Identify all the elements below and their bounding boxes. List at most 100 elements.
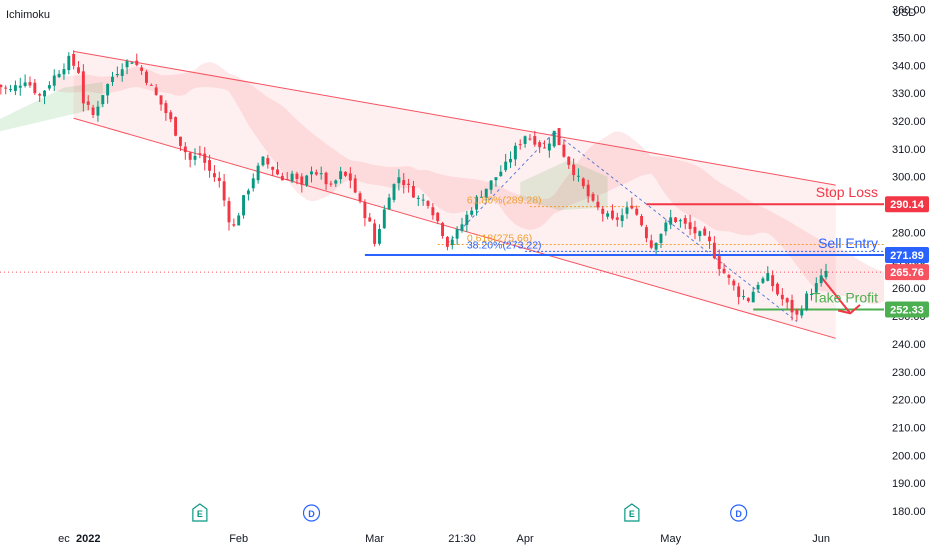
candle-body	[717, 256, 721, 270]
y-tick-label: 190.00	[892, 478, 926, 490]
dividend-marker-icon	[730, 504, 748, 522]
candle-body	[378, 229, 381, 244]
candle-body	[169, 112, 173, 120]
candle-body	[115, 73, 119, 76]
candle-body	[795, 309, 799, 315]
candle-body	[659, 233, 663, 243]
price-tag-label: 271.89	[890, 250, 924, 262]
candle-body	[33, 82, 37, 94]
earnings-marker-icon	[192, 503, 208, 522]
candle-body	[722, 268, 726, 274]
candle-body	[198, 153, 202, 155]
candle-body	[23, 82, 27, 86]
candle-body	[533, 136, 537, 145]
candle-body	[77, 67, 80, 73]
candle-body	[678, 220, 682, 222]
candle-body	[212, 173, 216, 178]
event-marker-label: E	[197, 509, 203, 519]
candle-body	[780, 294, 784, 300]
candle-body	[135, 60, 139, 65]
candle-body	[106, 84, 110, 96]
candle-body	[368, 217, 372, 222]
candle-body	[460, 224, 464, 231]
candle-body	[567, 156, 571, 165]
candle-body	[649, 240, 653, 248]
y-tick-label: 310.00	[892, 144, 926, 156]
candle-body	[411, 186, 415, 198]
candle-body	[489, 180, 493, 190]
x-tick-label: Feb	[229, 533, 248, 545]
candle-body	[509, 158, 512, 163]
candle-body	[465, 214, 469, 225]
candle-body	[101, 95, 105, 105]
candle-body	[751, 291, 755, 303]
channel-lower-line	[73, 117, 836, 339]
candle-body	[591, 194, 595, 201]
x-tick-label: ec	[58, 533, 70, 545]
candle-body	[547, 143, 551, 151]
candle-body	[776, 283, 779, 295]
candle-body	[805, 293, 809, 310]
candle-body	[518, 144, 522, 146]
event-marker-label: E	[629, 509, 635, 519]
candle-body	[256, 165, 260, 181]
candle-body	[455, 229, 459, 239]
event-marker-label: D	[308, 509, 315, 519]
fib-label: 61.80%(289.28)	[467, 195, 542, 207]
candle-body	[324, 172, 328, 185]
candle-body	[154, 87, 158, 95]
candle-body	[431, 207, 435, 216]
candle-body	[62, 69, 66, 75]
candle-body	[543, 147, 546, 149]
annotation-stop-loss: Stop Loss	[816, 184, 878, 200]
candle-body	[421, 199, 425, 201]
candle-body	[606, 213, 610, 217]
candle-body	[149, 84, 153, 86]
candle-body	[484, 188, 488, 198]
y-tick-label: 330.00	[892, 88, 926, 100]
candle-body	[712, 242, 716, 259]
candle-body	[227, 201, 231, 223]
candle-body	[344, 171, 347, 176]
candle-body	[552, 130, 556, 147]
time-axis-background	[0, 525, 932, 550]
candle-body	[358, 193, 362, 202]
x-tick-label: 21:30	[448, 533, 476, 545]
price-tag-box	[885, 264, 929, 281]
time-axis[interactable]: ec 2022 Feb Mar 21:30 Apr May Jun	[58, 533, 830, 545]
indicator-title: Ichimoku	[6, 9, 50, 21]
fib-swing-up	[447, 131, 555, 244]
candle-body	[557, 128, 561, 146]
candle-body	[528, 138, 532, 140]
candle-body	[203, 153, 207, 163]
candle-body	[470, 210, 474, 215]
x-tick-label: May	[660, 533, 681, 545]
candle-body	[479, 196, 483, 198]
candle-body	[727, 274, 731, 278]
candle-body	[178, 136, 182, 146]
candle-body	[746, 298, 750, 302]
regression-channel	[73, 50, 836, 339]
candle-body	[295, 173, 299, 179]
candle-body	[111, 76, 114, 83]
candle-body	[57, 73, 61, 78]
price-axis[interactable]: 180.00 190.00 200.00 210.00 220.00 230.00 240.…	[892, 5, 926, 518]
candle-body	[232, 224, 236, 226]
candle-body	[790, 300, 794, 313]
candle-body	[52, 75, 56, 86]
candle-body	[814, 283, 818, 293]
price-tag-box	[885, 301, 929, 318]
candle-body	[271, 166, 275, 170]
candle-body	[242, 195, 246, 216]
y-tick-label: 350.00	[892, 32, 926, 44]
y-tick-label: 280.00	[892, 227, 926, 239]
candle-body	[28, 82, 32, 86]
x-tick-label: Jun	[812, 533, 830, 545]
price-tag-label: 252.33	[890, 305, 924, 317]
candle-body	[771, 275, 775, 287]
fib-label: 38.20%(273.22)	[467, 239, 542, 251]
candle-body	[251, 178, 255, 189]
currency-label: USD	[893, 7, 916, 19]
